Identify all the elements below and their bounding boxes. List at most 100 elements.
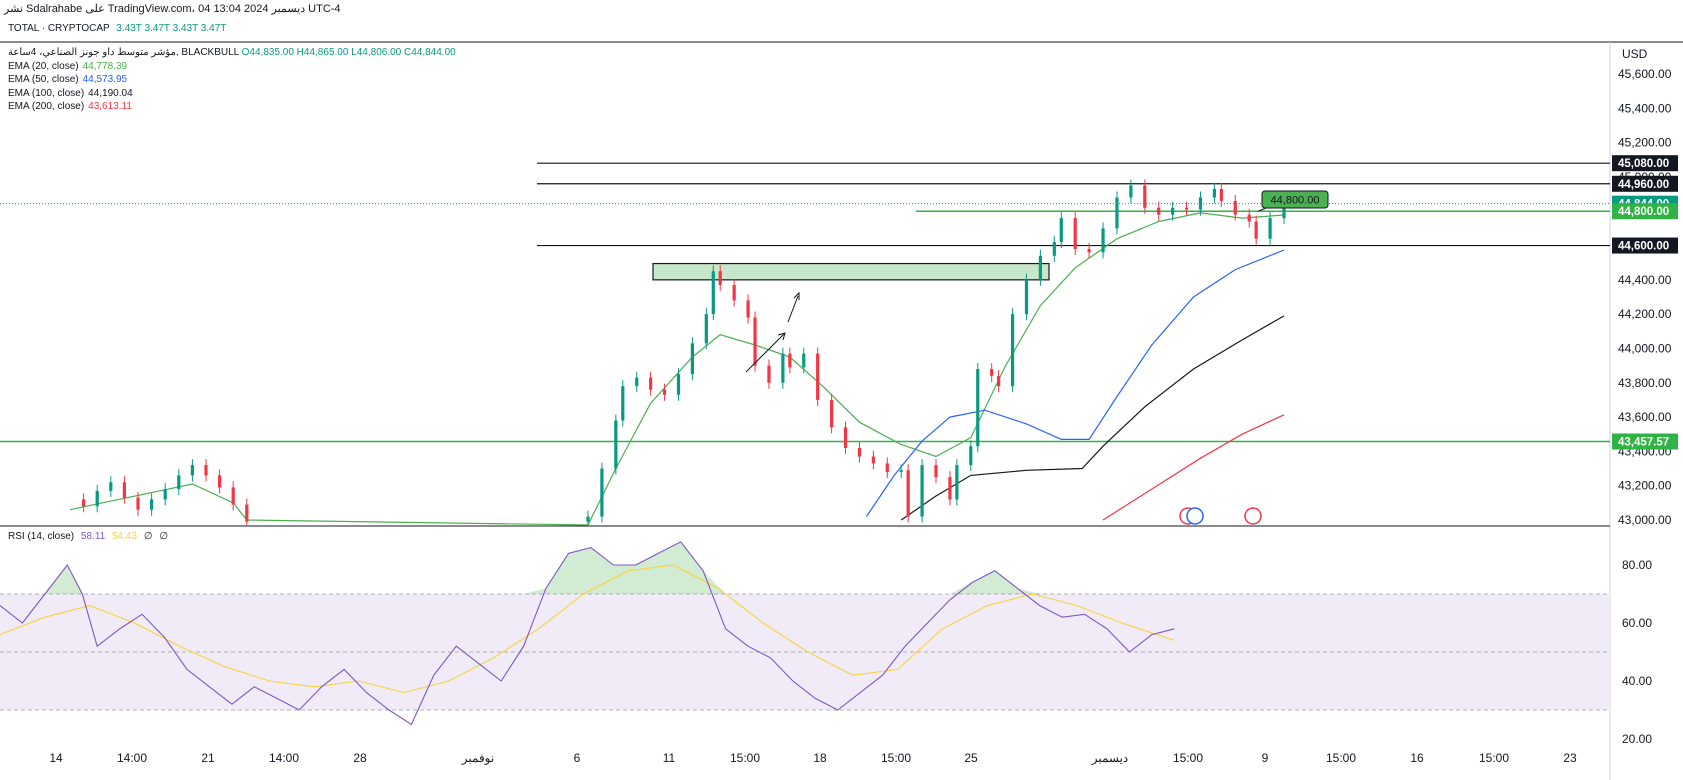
- candle-body: [934, 465, 938, 478]
- candle-body: [136, 497, 140, 510]
- legend-ema200[interactable]: EMA (200, close) 43,613.11: [8, 101, 132, 112]
- instrument-name[interactable]: مؤشر متوسط داو جونز الصناعي، 4ساعة, BLAC…: [8, 47, 239, 58]
- candle-body: [1212, 188, 1216, 198]
- candle-body: [1143, 185, 1147, 208]
- support-zone[interactable]: [652, 262, 1050, 281]
- legend-ema20[interactable]: EMA (20, close) 44,778.39: [8, 60, 128, 72]
- arrow-head-2: [777, 332, 786, 341]
- rsi-extra-1: ∅: [143, 531, 153, 542]
- time-tick-label: 21: [201, 751, 215, 765]
- event-flag-icon[interactable]: [1244, 507, 1262, 525]
- candle-body: [1010, 314, 1015, 387]
- price-axis-tags: 45,080.0044,960.0044,600.0044,844.0044,8…: [1612, 155, 1678, 450]
- candle-body: [109, 482, 113, 491]
- candle-body: [1073, 218, 1077, 249]
- level-tag-bg: [1612, 237, 1678, 254]
- event-flag-icon[interactable]: [1186, 507, 1204, 525]
- candle-body: [190, 465, 194, 476]
- candle-body: [906, 470, 910, 517]
- arrow-up-1[interactable]: [787, 295, 799, 323]
- level-tag-green-bg: [1612, 433, 1678, 450]
- candle-body: [899, 470, 903, 472]
- candle-body: [662, 389, 667, 395]
- level-tag-bg: [1612, 175, 1678, 192]
- ema100-line: [900, 315, 1285, 521]
- legend-ema100[interactable]: EMA (100, close) 44,190.04: [8, 87, 133, 99]
- price-tick-label: 44,200.00: [1618, 307, 1672, 321]
- candle-body: [82, 499, 86, 507]
- price-tick-label: 45,400.00: [1618, 101, 1672, 115]
- horizontal-levels[interactable]: [0, 162, 1610, 443]
- time-tick-label: 15:00: [730, 751, 760, 765]
- time-tick-label: 25: [964, 751, 978, 765]
- candle-body: [600, 468, 604, 517]
- time-tick-label: نوفمبر: [461, 751, 494, 765]
- candle-body: [621, 386, 625, 421]
- support-zone-box: [652, 262, 1050, 281]
- candle-body: [1171, 207, 1175, 215]
- candle-body: [969, 446, 973, 466]
- candle-body: [843, 427, 848, 448]
- candle-body: [122, 482, 126, 498]
- candle-body: [976, 369, 980, 447]
- legend-ema50[interactable]: EMA (50, close) 44,573.95: [8, 74, 128, 85]
- candle-body: [1254, 221, 1258, 239]
- candle-body: [231, 487, 235, 505]
- trend-arrows[interactable]: [745, 291, 800, 373]
- time-tick-label: 9: [1262, 751, 1269, 765]
- rsi-tick-label: 40.00: [1622, 674, 1652, 688]
- price-tick-label: 45,600.00: [1618, 67, 1672, 81]
- publish-line: نشر Sdalrahabe على TradingView.com، 04 د…: [4, 3, 341, 15]
- candle-body: [635, 377, 639, 387]
- candle-body: [997, 375, 1001, 387]
- candle-body: [1157, 207, 1161, 215]
- candle-body: [1059, 218, 1063, 243]
- rsi-tick-label: 20.00: [1622, 732, 1652, 746]
- candle-body: [857, 447, 862, 457]
- rsi-legend[interactable]: RSI (14, close) 58.11 54.43 ∅ ∅: [8, 531, 168, 542]
- rsi-pane[interactable]: 20.00 40.00 60.00 80.00: [0, 541, 1652, 746]
- candle-body: [1024, 279, 1029, 315]
- candle-body: [871, 456, 875, 464]
- candle-body: [177, 475, 181, 490]
- candle-body: [1115, 197, 1119, 229]
- candle-body: [955, 465, 959, 500]
- rsi-tick-label: 80.00: [1622, 558, 1652, 572]
- candle-body: [1282, 203, 1286, 219]
- time-tick-label: 15:00: [881, 751, 911, 765]
- candle-body: [746, 300, 750, 318]
- ema20-line: [69, 212, 1285, 526]
- candle-body: [1052, 242, 1056, 256]
- rsi-line: [0, 541, 1175, 726]
- ohlc-values: O44,835.00 H44,865.00 L44,806.00 C44,844…: [241, 47, 456, 58]
- candle-body: [920, 465, 924, 517]
- time-tick-label: 16: [1410, 751, 1424, 765]
- time-tick-label: 15:00: [1326, 751, 1356, 765]
- arrow-up-2[interactable]: [745, 333, 785, 373]
- legend-instrument-row: مؤشر متوسط داو جونز الصناعي، 4ساعة, BLAC…: [8, 46, 456, 60]
- candle-body: [990, 369, 994, 376]
- time-tick-label: 14:00: [117, 751, 147, 765]
- price-tick-label: 44,400.00: [1618, 273, 1672, 287]
- candle-body: [218, 475, 222, 488]
- ema200-value: 43,613.11: [88, 101, 132, 112]
- candle-body: [163, 489, 167, 500]
- price-callout[interactable]: 44,800.00: [1257, 190, 1329, 212]
- symbol-name[interactable]: TOTAL · CRYPTOCAP: [8, 23, 110, 34]
- currency-box[interactable]: [1612, 46, 1613, 47]
- time-axis-ticks: 14 14:00 21 14:00 28 نوفمبر 6 11 15:00 18 15:00 25 د…: [49, 751, 1577, 765]
- candle-body: [1219, 188, 1223, 201]
- candle-body: [95, 490, 99, 507]
- candle-body: [204, 465, 208, 476]
- candle-body: [676, 374, 681, 395]
- candle-body: [948, 477, 952, 500]
- time-tick-label: 14: [49, 751, 63, 765]
- candle-body: [704, 314, 708, 344]
- economic-events[interactable]: [1179, 507, 1262, 525]
- rsi-overbought-fill: [0, 541, 1175, 594]
- candle-body: [690, 343, 694, 375]
- rsi-tick-label: 60.00: [1622, 616, 1652, 630]
- candles: [82, 179, 1286, 525]
- arrow-head-1: [793, 291, 800, 300]
